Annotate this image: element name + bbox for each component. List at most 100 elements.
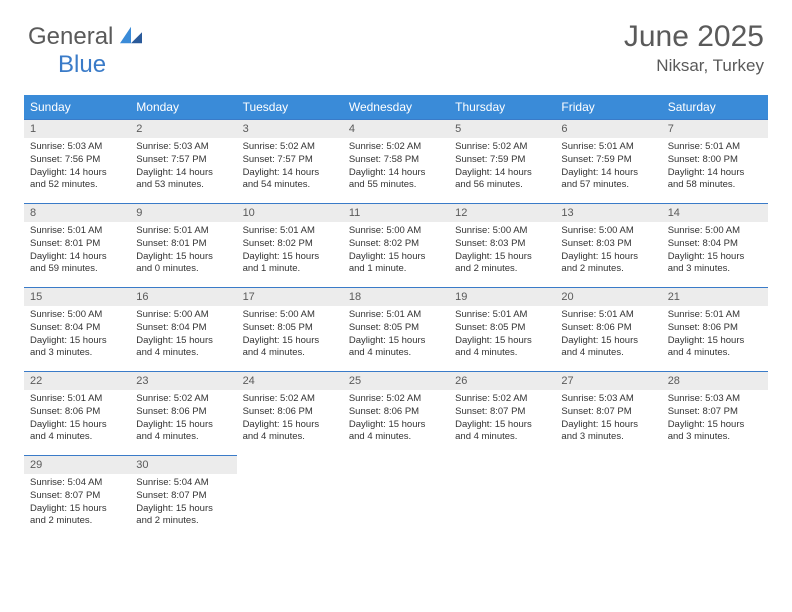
sunrise-line: Sunrise: 5:00 AM	[243, 309, 337, 322]
day-cell: 9Sunrise: 5:01 AMSunset: 8:01 PMDaylight…	[130, 204, 236, 288]
day-details: Sunrise: 5:01 AMSunset: 8:05 PMDaylight:…	[449, 306, 555, 363]
day-details: Sunrise: 5:02 AMSunset: 8:07 PMDaylight:…	[449, 390, 555, 447]
sunrise-line: Sunrise: 5:01 AM	[668, 309, 762, 322]
daylight-line: Daylight: 15 hours and 4 minutes.	[243, 335, 337, 361]
week-row: 22Sunrise: 5:01 AMSunset: 8:06 PMDayligh…	[24, 372, 768, 456]
day-cell: 26Sunrise: 5:02 AMSunset: 8:07 PMDayligh…	[449, 372, 555, 456]
daylight-line: Daylight: 15 hours and 4 minutes.	[561, 335, 655, 361]
daylight-line: Daylight: 15 hours and 0 minutes.	[136, 251, 230, 277]
sunrise-line: Sunrise: 5:02 AM	[349, 393, 443, 406]
day-details: Sunrise: 5:03 AMSunset: 8:07 PMDaylight:…	[555, 390, 661, 447]
daylight-line: Daylight: 15 hours and 3 minutes.	[561, 419, 655, 445]
sunrise-line: Sunrise: 5:01 AM	[668, 141, 762, 154]
daylight-line: Daylight: 15 hours and 2 minutes.	[561, 251, 655, 277]
sunset-line: Sunset: 8:06 PM	[668, 322, 762, 335]
day-number: 1	[24, 120, 130, 138]
day-details: Sunrise: 5:02 AMSunset: 8:06 PMDaylight:…	[343, 390, 449, 447]
sunset-line: Sunset: 7:57 PM	[243, 154, 337, 167]
day-cell: 14Sunrise: 5:00 AMSunset: 8:04 PMDayligh…	[662, 204, 768, 288]
sunset-line: Sunset: 8:07 PM	[136, 490, 230, 503]
day-details: Sunrise: 5:03 AMSunset: 7:57 PMDaylight:…	[130, 138, 236, 195]
sunset-line: Sunset: 7:58 PM	[349, 154, 443, 167]
daylight-line: Daylight: 15 hours and 4 minutes.	[455, 419, 549, 445]
sunrise-line: Sunrise: 5:00 AM	[349, 225, 443, 238]
day-cell: 19Sunrise: 5:01 AMSunset: 8:05 PMDayligh…	[449, 288, 555, 372]
day-number: 17	[237, 288, 343, 306]
daylight-line: Daylight: 14 hours and 53 minutes.	[136, 167, 230, 193]
week-row: 29Sunrise: 5:04 AMSunset: 8:07 PMDayligh…	[24, 456, 768, 540]
daylight-line: Daylight: 15 hours and 2 minutes.	[30, 503, 124, 529]
sunrise-line: Sunrise: 5:01 AM	[561, 141, 655, 154]
title-block: June 2025 Niksar, Turkey	[624, 20, 764, 76]
day-number: 10	[237, 204, 343, 222]
calendar-table: Sunday Monday Tuesday Wednesday Thursday…	[24, 95, 768, 540]
location-label: Niksar, Turkey	[624, 56, 764, 76]
col-tuesday: Tuesday	[237, 95, 343, 120]
day-number: 23	[130, 372, 236, 390]
daylight-line: Daylight: 14 hours and 59 minutes.	[30, 251, 124, 277]
day-number: 15	[24, 288, 130, 306]
day-number: 16	[130, 288, 236, 306]
day-cell: 17Sunrise: 5:00 AMSunset: 8:05 PMDayligh…	[237, 288, 343, 372]
day-details: Sunrise: 5:00 AMSunset: 8:04 PMDaylight:…	[130, 306, 236, 363]
day-details: Sunrise: 5:00 AMSunset: 8:04 PMDaylight:…	[662, 222, 768, 279]
day-cell: 3Sunrise: 5:02 AMSunset: 7:57 PMDaylight…	[237, 120, 343, 204]
day-cell	[343, 456, 449, 540]
sunset-line: Sunset: 8:00 PM	[668, 154, 762, 167]
daylight-line: Daylight: 15 hours and 4 minutes.	[455, 335, 549, 361]
day-cell	[555, 456, 661, 540]
sunrise-line: Sunrise: 5:04 AM	[136, 477, 230, 490]
sunrise-line: Sunrise: 5:03 AM	[561, 393, 655, 406]
sunrise-line: Sunrise: 5:00 AM	[136, 309, 230, 322]
daylight-line: Daylight: 15 hours and 1 minute.	[349, 251, 443, 277]
sunrise-line: Sunrise: 5:01 AM	[455, 309, 549, 322]
sunrise-line: Sunrise: 5:01 AM	[349, 309, 443, 322]
day-details: Sunrise: 5:02 AMSunset: 8:06 PMDaylight:…	[237, 390, 343, 447]
sunrise-line: Sunrise: 5:02 AM	[243, 141, 337, 154]
sunrise-line: Sunrise: 5:01 AM	[561, 309, 655, 322]
day-number: 24	[237, 372, 343, 390]
page-title: June 2025	[624, 20, 764, 54]
day-number: 18	[343, 288, 449, 306]
daylight-line: Daylight: 15 hours and 3 minutes.	[668, 251, 762, 277]
daylight-line: Daylight: 14 hours and 52 minutes.	[30, 167, 124, 193]
day-cell: 18Sunrise: 5:01 AMSunset: 8:05 PMDayligh…	[343, 288, 449, 372]
sunset-line: Sunset: 8:07 PM	[455, 406, 549, 419]
sunrise-line: Sunrise: 5:01 AM	[30, 225, 124, 238]
day-cell: 22Sunrise: 5:01 AMSunset: 8:06 PMDayligh…	[24, 372, 130, 456]
day-details: Sunrise: 5:01 AMSunset: 8:00 PMDaylight:…	[662, 138, 768, 195]
sunset-line: Sunset: 8:06 PM	[349, 406, 443, 419]
day-number: 4	[343, 120, 449, 138]
day-cell	[662, 456, 768, 540]
day-details: Sunrise: 5:02 AMSunset: 8:06 PMDaylight:…	[130, 390, 236, 447]
day-cell: 27Sunrise: 5:03 AMSunset: 8:07 PMDayligh…	[555, 372, 661, 456]
day-details: Sunrise: 5:01 AMSunset: 8:01 PMDaylight:…	[24, 222, 130, 279]
daylight-line: Daylight: 14 hours and 58 minutes.	[668, 167, 762, 193]
brand-triangle-icon	[120, 26, 142, 44]
sunrise-line: Sunrise: 5:00 AM	[668, 225, 762, 238]
sunset-line: Sunset: 7:59 PM	[561, 154, 655, 167]
week-row: 15Sunrise: 5:00 AMSunset: 8:04 PMDayligh…	[24, 288, 768, 372]
day-cell: 6Sunrise: 5:01 AMSunset: 7:59 PMDaylight…	[555, 120, 661, 204]
day-number: 8	[24, 204, 130, 222]
day-number: 5	[449, 120, 555, 138]
day-details: Sunrise: 5:01 AMSunset: 8:05 PMDaylight:…	[343, 306, 449, 363]
day-cell: 30Sunrise: 5:04 AMSunset: 8:07 PMDayligh…	[130, 456, 236, 540]
daylight-line: Daylight: 15 hours and 3 minutes.	[668, 419, 762, 445]
day-cell	[449, 456, 555, 540]
daylight-line: Daylight: 14 hours and 57 minutes.	[561, 167, 655, 193]
sunset-line: Sunset: 8:06 PM	[243, 406, 337, 419]
sunset-line: Sunset: 8:01 PM	[30, 238, 124, 251]
day-number: 20	[555, 288, 661, 306]
day-cell: 13Sunrise: 5:00 AMSunset: 8:03 PMDayligh…	[555, 204, 661, 288]
sunrise-line: Sunrise: 5:02 AM	[455, 141, 549, 154]
day-cell: 16Sunrise: 5:00 AMSunset: 8:04 PMDayligh…	[130, 288, 236, 372]
sunrise-line: Sunrise: 5:02 AM	[349, 141, 443, 154]
day-number: 7	[662, 120, 768, 138]
sunrise-line: Sunrise: 5:00 AM	[455, 225, 549, 238]
day-number: 26	[449, 372, 555, 390]
daylight-line: Daylight: 15 hours and 3 minutes.	[30, 335, 124, 361]
sunset-line: Sunset: 8:05 PM	[455, 322, 549, 335]
sunset-line: Sunset: 8:07 PM	[668, 406, 762, 419]
day-cell: 12Sunrise: 5:00 AMSunset: 8:03 PMDayligh…	[449, 204, 555, 288]
